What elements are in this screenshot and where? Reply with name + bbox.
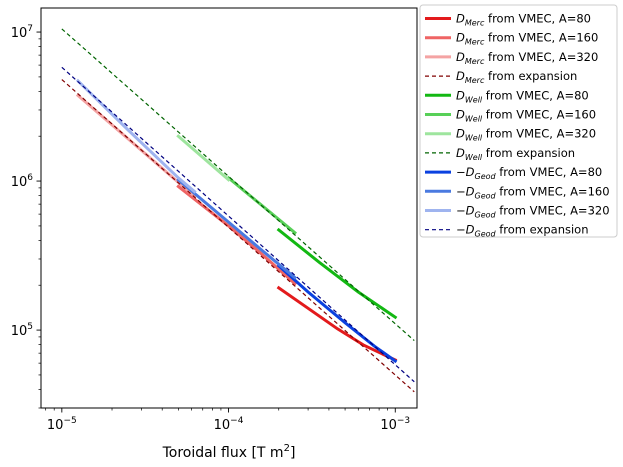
series-line-merc-expansion <box>61 79 415 393</box>
legend-label: DMerc from VMEC, A=160 <box>456 31 598 47</box>
legend-label: DWell from VMEC, A=320 <box>456 127 596 143</box>
legend-entry: DWell from VMEC, A=320 <box>425 127 596 143</box>
legend: DMerc from VMEC, A=80 DMerc from VMEC, A=… <box>419 4 618 239</box>
x-axis-label: Toroidal flux [T m2] <box>162 443 296 461</box>
x-tick-label: 10−4 <box>214 416 244 433</box>
legend-entry: −DGeod from expansion <box>425 223 589 239</box>
legend-label: DMerc from expansion <box>456 69 577 85</box>
legend-label: DWell from VMEC, A=160 <box>456 108 596 124</box>
series-line-geod-vmec-9 <box>176 177 298 280</box>
series-line-merc-vmec-1 <box>176 184 298 286</box>
legend-entry: DWell from expansion <box>425 146 575 162</box>
series-line-geod-expansion <box>61 66 415 383</box>
y-axis-ticks: 105 106 107 <box>11 24 41 409</box>
legend-entry: DMerc from VMEC, A=320 <box>425 50 598 66</box>
series-line-merc-vmec-0 <box>276 285 398 362</box>
series-line-well-vmec-4 <box>276 227 398 320</box>
legend-label: DWell from expansion <box>456 146 575 162</box>
legend-entry: −DGeod from VMEC, A=160 <box>425 184 610 200</box>
legend-entry: −DGeod from VMEC, A=80 <box>425 165 602 181</box>
x-axis-ticks: 10−5 10−4 10−3 <box>45 408 410 433</box>
legend-entry: DWell from VMEC, A=160 <box>425 108 596 124</box>
plot-frame <box>40 7 418 409</box>
y-tick-label: 106 <box>11 173 34 190</box>
legend-label: −DGeod from expansion <box>456 223 589 239</box>
legend-label: −DGeod from VMEC, A=320 <box>456 204 610 220</box>
legend-label: −DGeod from VMEC, A=80 <box>456 165 602 181</box>
legend-label: DWell from VMEC, A=80 <box>456 88 589 104</box>
series-line-geod-vmec-10 <box>75 78 197 194</box>
x-tick-label: 10−3 <box>380 416 410 433</box>
legend-entry: DMerc from VMEC, A=80 <box>425 12 591 28</box>
x-tick-label: 10−5 <box>47 416 77 433</box>
legend-entry: DMerc from expansion <box>425 69 577 85</box>
legend-entry: DWell from VMEC, A=80 <box>425 88 589 104</box>
plot-lines <box>61 28 415 393</box>
legend-entry: −DGeod from VMEC, A=320 <box>425 204 610 220</box>
y-tick-label: 105 <box>11 322 33 339</box>
legend-label: DMerc from VMEC, A=80 <box>456 12 591 28</box>
y-tick-label: 107 <box>11 24 33 41</box>
series-line-well-expansion <box>61 28 415 342</box>
series-line-geod-vmec-8 <box>276 263 398 364</box>
legend-entry: DMerc from VMEC, A=160 <box>425 31 598 47</box>
legend-label: −DGeod from VMEC, A=160 <box>456 184 610 200</box>
legend-label: DMerc from VMEC, A=320 <box>456 50 598 66</box>
series-line-well-vmec-6 <box>176 134 231 182</box>
